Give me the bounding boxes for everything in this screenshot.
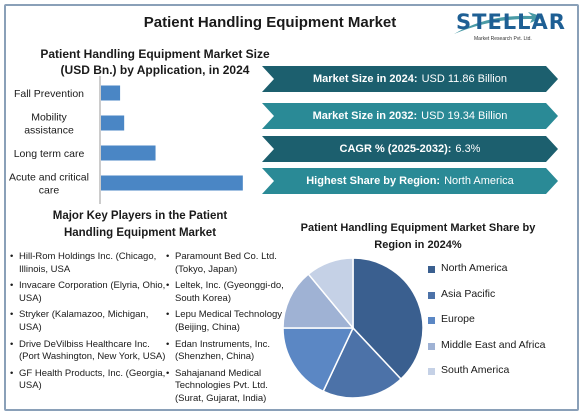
- legend-label: Middle East and Africa: [441, 338, 546, 351]
- card-frame: [4, 4, 579, 411]
- region-pie-chart: [282, 257, 424, 399]
- info-box-label: Highest Share by Region:: [306, 175, 441, 187]
- legend-swatch: [428, 291, 435, 299]
- info-box-label: Market Size in 2032:: [312, 110, 418, 122]
- key-player-item: Invacare Corporation (Elyria, Ohio, USA): [10, 280, 170, 305]
- info-box: CAGR % (2025-2032): 6.3%: [262, 136, 558, 162]
- pie-slice: [322, 326, 402, 399]
- key-player-item: Edan Instruments, Inc. (Shenzhen, China): [166, 339, 294, 364]
- info-box-arrow-shape: [262, 168, 558, 194]
- legend-item: Asia Pacific: [428, 288, 545, 314]
- info-box-text: CAGR % (2025-2032): 6.3%: [340, 143, 481, 155]
- key-player-item: Drive DeVilbiss Healthcare Inc. (Port Wa…: [10, 339, 170, 364]
- info-box-arrow-shape: [262, 103, 558, 129]
- legend-swatch: [428, 342, 435, 350]
- key-player-item: Leltek, Inc. (Gyeonggi-do, South Korea): [166, 280, 294, 305]
- legend-item: Middle East and Africa: [428, 339, 545, 365]
- info-box: Market Size in 2024: USD 11.86 Billion: [262, 66, 558, 92]
- bar-category-label: Mobility assistance: [24, 112, 74, 137]
- legend-swatch: [428, 317, 435, 324]
- pie-slice: [282, 273, 355, 329]
- info-box-text: Market Size in 2032: USD 19.34 Billion: [313, 110, 508, 122]
- info-box-arrow-shape: [262, 136, 558, 162]
- legend-label: Europe: [441, 313, 475, 325]
- logo-name: STELLAR: [456, 10, 566, 34]
- stellar-logo: STELLAR Market Research Pvt. Ltd.: [448, 8, 566, 48]
- bar: [101, 145, 156, 161]
- legend-label: South America: [441, 364, 510, 376]
- info-box-arrow-shape: [262, 66, 558, 92]
- key-players-title: Major Key Players in the Patient Handlin…: [52, 210, 228, 239]
- legend-item: Europe: [428, 313, 545, 339]
- logo-tagline: Market Research Pvt. Ltd.: [474, 36, 532, 42]
- bar-category-label: Fall Prevention: [14, 88, 84, 100]
- legend-item: South America: [428, 364, 545, 390]
- application-bar-chart: Fall Prevention Mobility assistance Long te…: [9, 76, 243, 204]
- page-title: Patient Handling Equipment Market: [143, 14, 397, 31]
- key-player-item: Hill-Rom Holdings Inc. (Chicago, Illinoi…: [10, 251, 170, 276]
- key-player-item: GF Health Products, Inc. (Georgia, USA): [10, 368, 170, 393]
- info-box: Highest Share by Region: North America: [262, 168, 558, 194]
- key-player-item: Stryker (Kalamazoo, Michigan, USA): [10, 309, 170, 334]
- pie-chart-title: Patient Handling Equipment Market Share …: [300, 222, 536, 251]
- key-players-column-2: Paramount Bed Co. Ltd. (Tokyo, Japan) Lel…: [166, 251, 294, 410]
- pie-slice: [352, 257, 424, 381]
- key-players-column-1: Hill-Rom Holdings Inc. (Chicago, Illinoi…: [10, 251, 170, 397]
- info-box-text: Highest Share by Region: North America: [306, 175, 514, 187]
- key-player-item: Sahajanand Medical Technologies Pvt. Ltd…: [166, 368, 294, 406]
- pie-slice: [282, 327, 355, 393]
- logo-swoosh-icon: [454, 12, 544, 34]
- bar-category-label: Long term care: [14, 148, 85, 160]
- info-box-label: CAGR % (2025-2032):: [339, 143, 452, 155]
- key-player-item: Lepu Medical Technology (Beijing, China): [166, 309, 294, 334]
- legend-item: North America: [428, 262, 545, 288]
- legend-label: Asia Pacific: [441, 287, 496, 300]
- pie-legend: North America Asia Pacific Europe Middle Ea…: [428, 262, 545, 390]
- legend-swatch: [428, 368, 435, 375]
- bar: [101, 85, 121, 101]
- legend-swatch: [428, 266, 435, 273]
- info-box-label: Market Size in 2024:: [313, 73, 418, 85]
- info-box-value: USD 11.86 Billion: [421, 73, 507, 85]
- legend-label: North America: [441, 262, 508, 274]
- bar: [101, 115, 125, 131]
- info-box: Market Size in 2032: USD 19.34 Billion: [262, 103, 558, 129]
- info-box-value: 6.3%: [455, 143, 481, 155]
- bar-category-label: Acute and critical care: [9, 172, 89, 197]
- pie-slice: [307, 257, 354, 331]
- info-box-text: Market Size in 2024: USD 11.86 Billion: [313, 73, 507, 85]
- info-box-value: USD 19.34 Billion: [421, 110, 508, 122]
- key-player-item: Paramount Bed Co. Ltd. (Tokyo, Japan): [166, 251, 294, 276]
- info-box-value: North America: [444, 175, 514, 187]
- bar: [101, 175, 243, 191]
- bar-chart-title: Patient Handling Equipment Market Size (…: [40, 47, 270, 77]
